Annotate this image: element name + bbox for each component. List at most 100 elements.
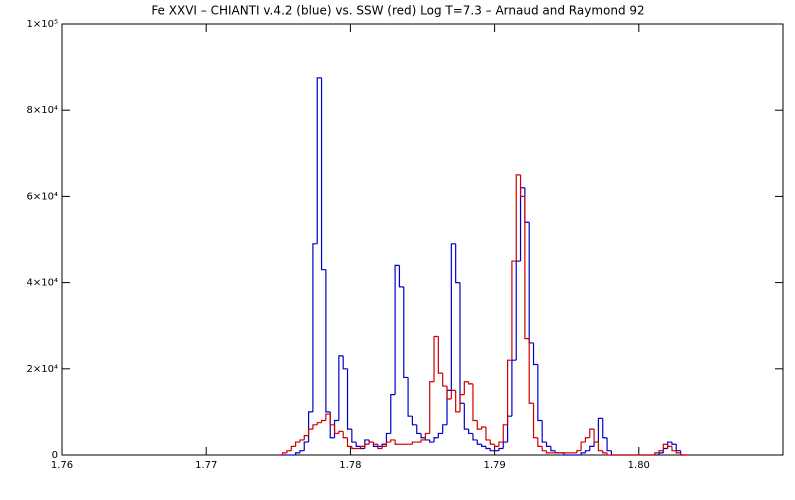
histogram-step: [295, 452, 300, 455]
histogram-step: [537, 437, 543, 447]
histogram-step: [312, 424, 318, 430]
histogram-step: [394, 439, 400, 445]
histogram-step: [597, 417, 603, 443]
histogram-step: [468, 381, 473, 385]
histogram-step: [463, 381, 469, 395]
histogram-step: [390, 394, 396, 434]
histogram-step: [403, 286, 409, 379]
histogram-step: [519, 174, 525, 197]
histogram-step: [602, 418, 608, 439]
histogram-step: [342, 431, 348, 439]
histogram-step: [506, 359, 512, 425]
histogram-step: [459, 394, 465, 412]
histogram-step: [584, 450, 590, 453]
histogram-step: [316, 422, 322, 425]
histogram-step: [602, 450, 608, 454]
histogram-step: [299, 450, 305, 453]
histogram-step: [437, 336, 443, 374]
histogram-step: [333, 424, 339, 435]
histogram-step: [420, 433, 426, 439]
histogram-step: [394, 264, 400, 395]
histogram-step: [498, 441, 504, 447]
y-tick-label: 4×10⁴: [27, 278, 58, 289]
histogram-step: [286, 450, 292, 453]
histogram-step: [662, 443, 668, 451]
histogram-step: [312, 243, 318, 412]
histogram-step: [463, 403, 469, 430]
histogram-step: [541, 420, 547, 443]
histogram-step: [329, 414, 335, 426]
histogram-step: [338, 355, 344, 421]
histogram-step: [545, 450, 551, 454]
histogram-step: [299, 439, 305, 443]
histogram-step: [377, 444, 383, 450]
histogram-step: [411, 416, 417, 426]
histogram-step: [416, 424, 422, 435]
histogram-step: [442, 373, 448, 387]
histogram-step: [537, 364, 543, 422]
histogram-step: [541, 446, 547, 452]
histogram-step: [455, 243, 460, 284]
x-tick-label: 1.77: [195, 460, 217, 471]
histogram-step: [472, 383, 478, 422]
y-tick-label: 6×10⁴: [27, 191, 58, 202]
histogram-step: [282, 452, 287, 455]
y-tick-label: 2×10⁴: [27, 364, 58, 375]
histogram-step: [320, 419, 326, 423]
histogram-step: [424, 432, 430, 440]
histogram-step: [528, 338, 534, 404]
histogram-step: [667, 444, 672, 447]
histogram-step: [290, 445, 296, 451]
histogram-step: [597, 442, 603, 452]
histogram-step: [433, 335, 439, 382]
histogram-step: [606, 452, 612, 456]
y-tick-label: 0: [52, 450, 58, 461]
histogram-step: [442, 424, 448, 434]
histogram-step: [385, 432, 391, 445]
histogram-step: [368, 441, 374, 445]
histogram-step: [385, 441, 391, 447]
x-tick-label: 1.80: [628, 460, 650, 471]
histogram-step: [481, 426, 486, 430]
histogram-step: [390, 439, 396, 443]
histogram-step: [498, 447, 504, 451]
histogram-step: [485, 446, 491, 450]
histogram-step: [455, 390, 460, 413]
histogram-step: [671, 446, 677, 452]
histogram-step: [342, 355, 348, 370]
histogram-step: [511, 260, 517, 361]
histogram-step: [420, 439, 426, 443]
histogram-step: [658, 450, 664, 453]
histogram-step: [468, 429, 473, 435]
histogram-step: [381, 445, 387, 449]
histogram-step: [654, 452, 659, 455]
histogram-step: [589, 445, 595, 451]
chart-title: Fe XXVI – CHIANTI v.4.2 (blue) vs. SSW (…: [151, 4, 644, 18]
histogram-step: [338, 430, 344, 434]
histogram-step: [303, 441, 309, 451]
histogram-step: [351, 446, 357, 450]
histogram-step: [429, 439, 435, 443]
histogram-step: [524, 196, 530, 340]
histogram-step: [584, 437, 590, 443]
histogram-step: [515, 174, 521, 262]
histogram-step: [437, 432, 443, 438]
x-tick-label: 1.79: [483, 460, 505, 471]
histogram-step: [476, 420, 482, 430]
histogram-step: [295, 441, 300, 447]
histogram-step: [532, 403, 538, 439]
histogram-step: [398, 265, 404, 288]
histogram-step: [675, 450, 681, 454]
histogram-step: [580, 452, 586, 455]
histogram-step: [359, 445, 365, 449]
histogram-step: [320, 77, 326, 271]
histogram-step: [429, 381, 435, 434]
histogram-step: [303, 435, 309, 440]
x-tick-label: 1.78: [339, 460, 361, 471]
plot-frame: [61, 23, 784, 456]
histogram-step: [502, 424, 508, 443]
histogram-step: [589, 428, 595, 438]
histogram-step: [576, 450, 582, 453]
histogram-step: [606, 437, 612, 452]
